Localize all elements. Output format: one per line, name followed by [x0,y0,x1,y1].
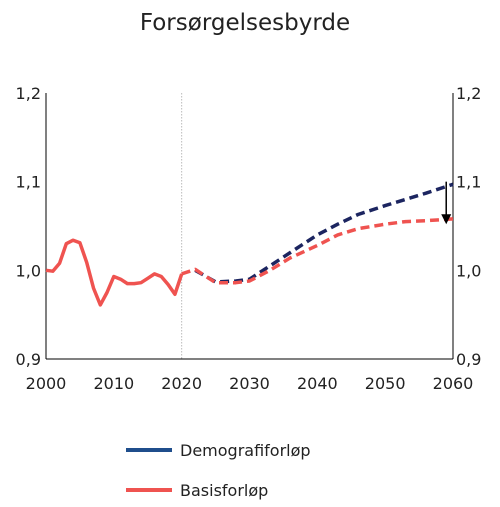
y-tick-label-right: 0,9 [456,350,481,369]
x-tick-label: 2030 [229,374,270,393]
annotation-arrow-head [441,214,452,225]
legend: Demografiforløp Basisforløp [126,441,311,500]
y-tick-label-left: 1,0 [16,261,41,280]
chart-title: Forsørgelsesbyrde [140,10,350,36]
x-tick-label: 2000 [26,374,67,393]
y-tick-label-right: 1,0 [456,261,481,280]
plot-area: 0,9 0,9 1,0 1,0 1,1 1,1 1,2 1,2 2000 2010 2020 2030… [16,84,482,393]
series-line-basisforlop-projection [181,217,454,285]
y-tick-label-left: 1,2 [16,84,41,103]
y-tick-label-right: 1,1 [456,173,481,192]
x-tick-label: 2060 [433,374,474,393]
x-tick-label: 2010 [93,374,134,393]
x-tick-label: 2040 [297,374,338,393]
legend-label: Demografiforløp [180,441,311,460]
x-tick-label: 2050 [365,374,406,393]
y-tick-label-left: 0,9 [16,350,41,369]
series-line-demografiforlop [194,182,454,284]
y-tick-label-right: 1,2 [456,84,481,103]
y-tick-label-left: 1,1 [16,173,41,192]
series-line-basisforlop-history [45,238,184,307]
legend-label: Basisforløp [180,481,268,500]
x-tick-label: 2020 [161,374,202,393]
